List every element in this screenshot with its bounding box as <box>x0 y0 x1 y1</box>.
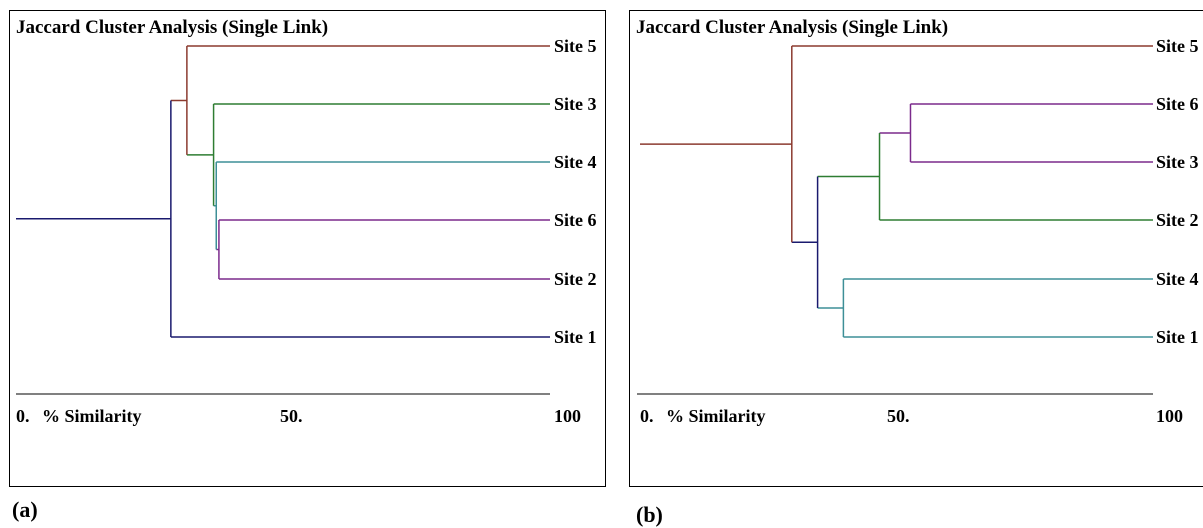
leaf-label: Site 5 <box>554 36 597 56</box>
leaf-label: Site 4 <box>1156 269 1199 289</box>
leaf-label: Site 2 <box>1156 210 1199 230</box>
panel-label-a: (a) <box>12 497 38 522</box>
x-tick-label-50: 50. <box>280 406 303 426</box>
leaf-label: Site 2 <box>554 269 597 289</box>
leaf-label: Site 4 <box>554 152 597 172</box>
x-tick-label-50: 50. <box>887 406 910 426</box>
x-tick-label-100: % Similarity <box>666 406 766 426</box>
dendrogram-chart-b: Jaccard Cluster Analysis (Single Link) S… <box>636 17 1199 426</box>
leaf-label: Site 6 <box>1156 94 1199 114</box>
dendrogram-chart-a: Jaccard Cluster Analysis (Single Link) S… <box>16 17 597 426</box>
dendrogram-panel-a: Jaccard Cluster Analysis (Single Link) S… <box>9 10 606 487</box>
dendrogram-links <box>16 45 550 338</box>
chart-title: Jaccard Cluster Analysis (Single Link) <box>636 17 948 38</box>
x-tick-label-100: 100 <box>554 406 581 426</box>
leaf-label: Site 1 <box>1156 327 1199 347</box>
dendrogram-panel-b: Jaccard Cluster Analysis (Single Link) S… <box>629 10 1203 487</box>
x-tick-label-0: 0. <box>16 406 30 426</box>
panel-label-b: (b) <box>636 502 663 527</box>
dendrogram-links <box>640 45 1153 338</box>
leaf-label: Site 1 <box>554 327 597 347</box>
x-axis-title: % Similarity <box>42 406 142 426</box>
leaf-labels: Site 5 Site 3 Site 4 Site 6 Site 2 Site 1 <box>554 36 597 347</box>
leaf-labels: Site 5 Site 6 Site 3 Site 2 Site 4 Site 1 <box>1156 36 1199 347</box>
x-tick-label-100: 100 <box>1156 406 1183 426</box>
x-tick-label-0: 0. <box>640 406 654 426</box>
leaf-label: Site 6 <box>554 210 597 230</box>
leaf-label: Site 3 <box>1156 152 1199 172</box>
leaf-label: Site 3 <box>554 94 597 114</box>
leaf-label: Site 5 <box>1156 36 1199 56</box>
chart-title: Jaccard Cluster Analysis (Single Link) <box>16 17 328 38</box>
